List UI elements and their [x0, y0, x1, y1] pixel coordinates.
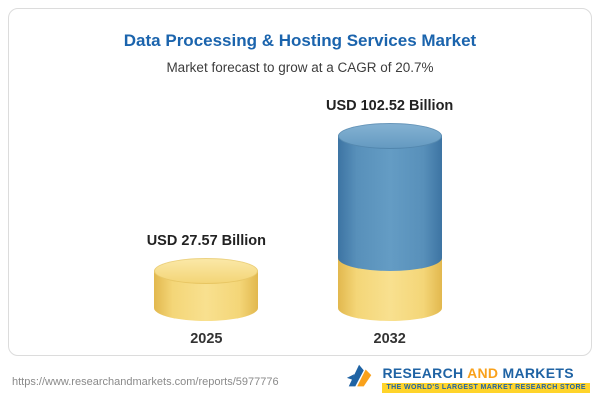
chart-title: Data Processing & Hosting Services Marke…: [123, 31, 477, 50]
chart-card: Data Processing & Hosting Services Marke…: [8, 8, 592, 356]
logo-wordmark: RESEARCH AND MARKETS: [382, 364, 574, 381]
cylinder-2025: [154, 258, 259, 321]
footer: https://www.researchandmarkets.com/repor…: [12, 361, 590, 396]
source-url[interactable]: https://www.researchandmarkets.com/repor…: [12, 376, 279, 388]
research-and-markets-logo[interactable]: RESEARCH AND MARKETS THE WORLD'S LARGEST…: [345, 361, 590, 396]
value-label-2025: USD 27.57 Billion: [146, 233, 266, 250]
cylinder-2032: [337, 123, 442, 321]
logo-mark-icon: [345, 361, 375, 396]
logo-tagline: THE WORLD'S LARGEST MARKET RESEARCH STOR…: [382, 382, 590, 393]
year-label-2032: 2032: [373, 331, 406, 347]
plot-area: USD 27.57 Billion 2025 USD 102.52 Billio…: [9, 85, 591, 347]
chart-subtitle: Market forecast to grow at a CAGR of 20.…: [166, 60, 434, 75]
cylinder-2025-top: [154, 258, 259, 285]
cylinder-2032-blue-body: [337, 136, 442, 272]
value-label-2032: USD 102.52 Billion: [325, 98, 454, 114]
bar-group-2025: USD 27.57 Billion 2025: [147, 233, 266, 347]
bar-group-2032: USD 102.52 Billion 2032: [326, 98, 453, 347]
cylinder-2032-top: [337, 123, 442, 149]
year-label-2025: 2025: [190, 331, 223, 347]
